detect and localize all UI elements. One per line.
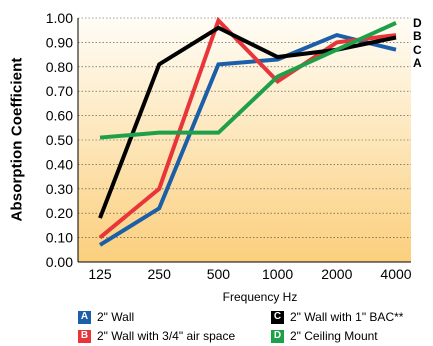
- series-line-d: [99, 21, 397, 140]
- legend-item-d: D 2" Ceiling Mount: [271, 329, 378, 343]
- legend: A 2" Wall B 2" Wall with 3/4" air space …: [78, 306, 433, 346]
- y-tick-label: 0.30: [46, 181, 73, 197]
- y-tick-label: 0.00: [46, 254, 73, 270]
- y-tick-label: 1.00: [46, 10, 73, 26]
- legend-item-b: B 2" Wall with 3/4" air space: [78, 329, 235, 343]
- legend-badge-c: C: [271, 310, 284, 324]
- series-line-c: [98, 25, 397, 219]
- legend-label-c: 2" Wall with 1" BAC**: [290, 310, 404, 324]
- x-tick-label: 4000: [380, 266, 411, 282]
- legend-item-a: A 2" Wall: [78, 310, 134, 324]
- legend-badge-b: B: [78, 329, 91, 343]
- y-tick-label: 0.10: [46, 230, 73, 246]
- y-tick-label: 0.80: [46, 59, 73, 75]
- end-label: A: [413, 56, 422, 70]
- end-label: B: [413, 29, 422, 43]
- y-axis-title-wrap: Absorption Coefficient: [6, 14, 28, 264]
- y-tick-label: 0.90: [46, 34, 73, 50]
- end-label: C: [413, 43, 422, 57]
- y-tick-label: 0.70: [46, 83, 73, 99]
- legend-label-a: 2" Wall: [97, 310, 135, 324]
- x-tick-label: 1000: [262, 266, 293, 282]
- y-tick-label: 0.50: [46, 132, 73, 148]
- legend-item-c: C 2" Wall with 1" BAC**: [271, 310, 403, 324]
- series-line-a: [98, 32, 397, 247]
- x-tick-labels: 125 250 500 1000 2000 4000: [88, 266, 411, 282]
- x-tick-label: 125: [88, 266, 112, 282]
- x-tick-label: 500: [207, 266, 231, 282]
- y-tick-label: 0.60: [46, 108, 73, 124]
- x-axis-title: Frequency Hz: [223, 290, 298, 304]
- legend-label-b: 2" Wall with 3/4" air space: [97, 329, 236, 343]
- y-tick-label: 0.40: [46, 156, 73, 172]
- series-line-b: [98, 16, 397, 240]
- x-tick-label: 250: [148, 266, 172, 282]
- y-tick-label: 0.20: [46, 205, 73, 221]
- legend-label-d: 2" Ceiling Mount: [290, 329, 378, 343]
- legend-badge-a: A: [78, 310, 91, 324]
- end-label: D: [413, 16, 422, 30]
- x-tick-label: 2000: [321, 266, 352, 282]
- y-axis-title: Absorption Coefficient: [8, 57, 26, 221]
- y-tick-labels: 0.00 0.10 0.20 0.30 0.40 0.50 0.60 0.70 0.80 0.90…: [46, 10, 73, 270]
- legend-badge-d: D: [271, 329, 284, 343]
- series-lines: [98, 16, 397, 247]
